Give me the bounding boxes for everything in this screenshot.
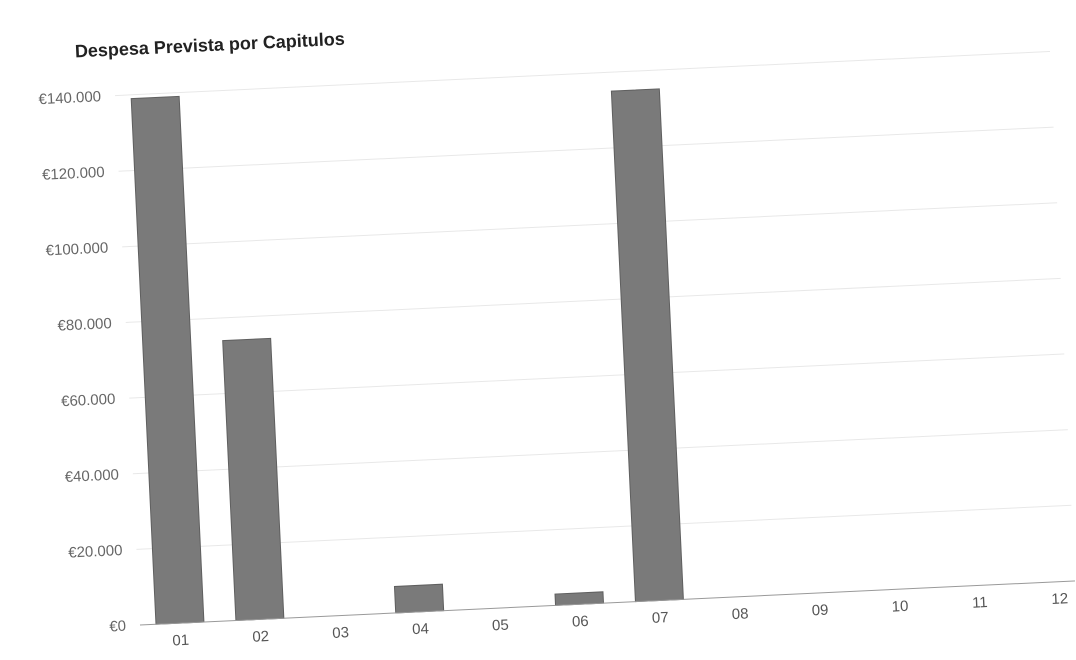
gridline: [119, 126, 1076, 171]
bar-01: [131, 96, 204, 624]
y-tick-label: €140.000: [38, 88, 101, 108]
y-tick-label: €40.000: [64, 466, 119, 486]
gridline: [115, 50, 1074, 95]
gridline: [122, 202, 1076, 247]
x-tick-label: 06: [572, 613, 589, 631]
x-tick-label: 10: [891, 598, 908, 616]
x-tick-label: 01: [172, 632, 189, 650]
y-tick-label: €120.000: [42, 164, 105, 184]
y-tick-label: €0: [109, 618, 126, 636]
x-tick-label: 08: [731, 605, 748, 623]
bar-07: [611, 89, 683, 602]
bars: [131, 74, 683, 625]
x-tick-label: 07: [652, 609, 669, 627]
y-tick-label: €20.000: [68, 542, 123, 562]
y-tick-label: €80.000: [57, 315, 112, 335]
x-tick-label: 02: [252, 628, 269, 646]
y-tick-label: €100.000: [45, 240, 108, 260]
chart-title: Despesa Prevista por Capitulos: [74, 29, 345, 62]
gridline: [126, 277, 1076, 322]
y-axis-tick-labels: €0 €20.000 €40.000 €60.000 €80.000 €100.000 €1…: [38, 88, 126, 637]
bar-04: [394, 584, 443, 613]
x-tick-label: 09: [811, 602, 828, 620]
x-tick-label: 12: [1051, 590, 1068, 608]
y-tick-label: €60.000: [61, 391, 116, 411]
x-tick-label: 03: [332, 624, 349, 642]
x-tick-label: 05: [492, 617, 509, 635]
bar-02: [223, 338, 284, 620]
x-axis-tick-labels: 01 02 03 04 05 06 07 08 09 10 11 12: [172, 590, 1068, 649]
x-tick-label: 04: [412, 620, 429, 638]
x-tick-label: 11: [972, 594, 988, 612]
